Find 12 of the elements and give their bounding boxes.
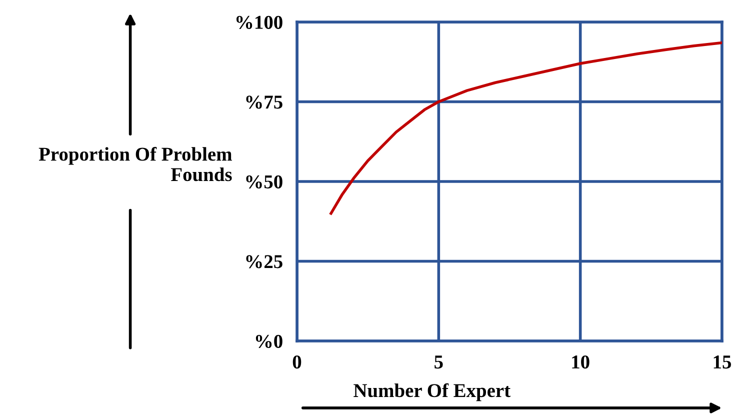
x-tick-label: 15: [714, 356, 732, 369]
x-tick-label: 5: [434, 356, 443, 369]
x-tick-label: 10: [572, 355, 590, 369]
y-tick-label: %100: [236, 16, 282, 29]
y-tick-label: %25: [246, 255, 282, 268]
y-tick-label: %0: [256, 334, 282, 348]
y-tick-label: %75: [246, 96, 282, 109]
x-axis-title: Number Of Expert: [354, 383, 510, 402]
line-series: [330, 41, 722, 215]
y-tick-label: %50: [246, 175, 282, 188]
x-tick-label: 0: [292, 355, 302, 369]
y-axis-title: Proportion Of Problem Founds: [38, 146, 232, 182]
